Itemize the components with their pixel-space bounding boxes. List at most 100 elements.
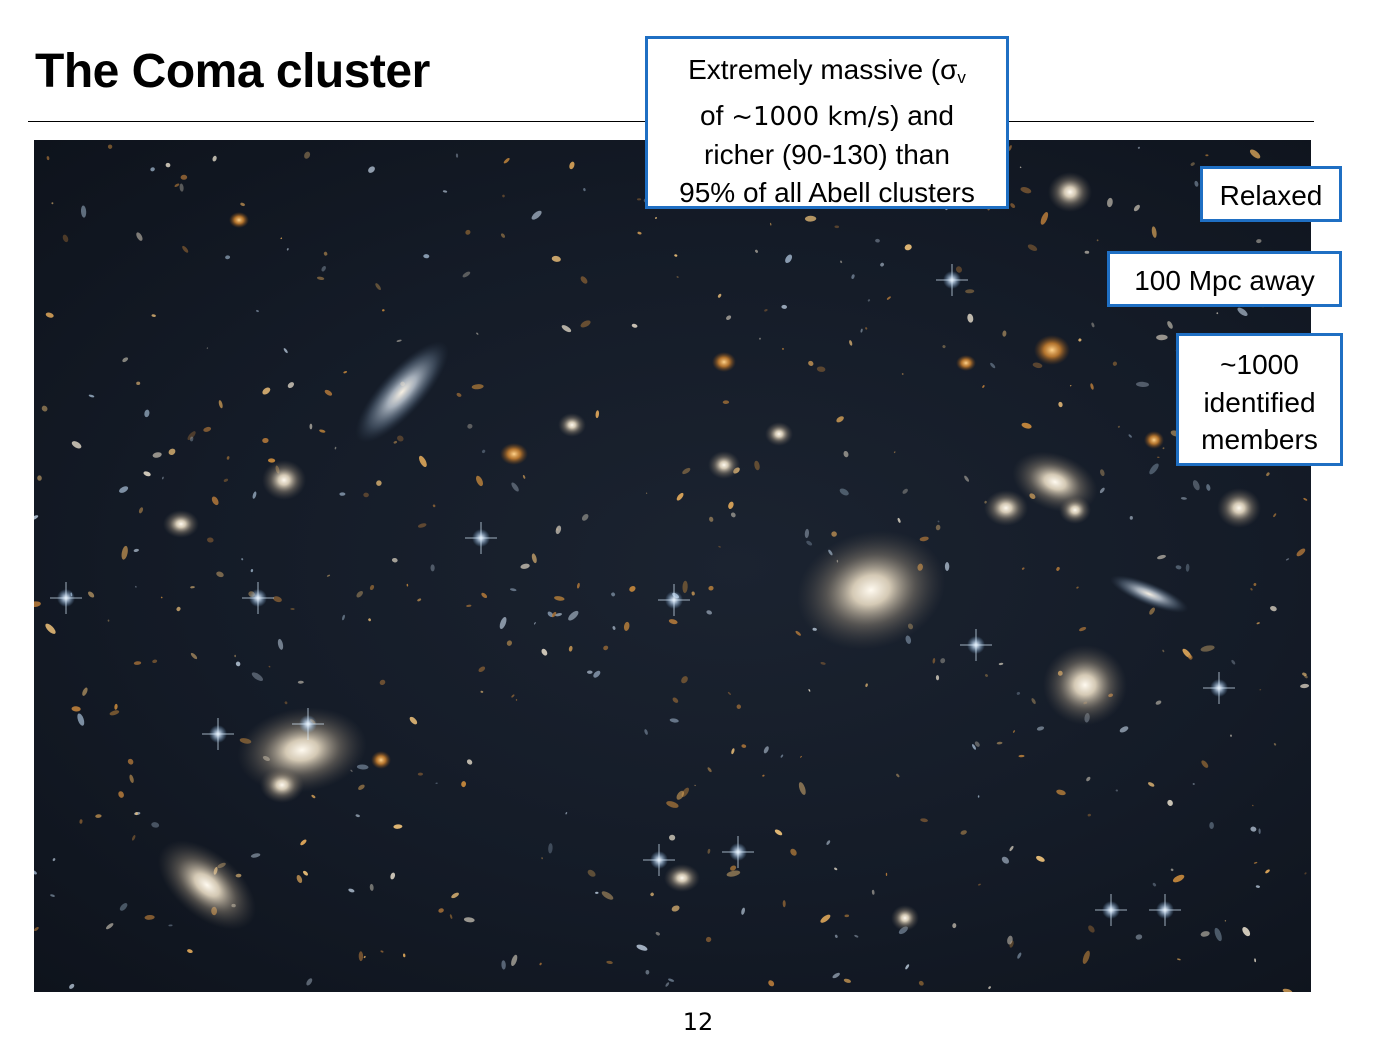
background-galaxy <box>741 907 745 915</box>
background-galaxy <box>225 255 231 260</box>
background-galaxy <box>287 382 295 389</box>
background-galaxy <box>1258 828 1261 834</box>
background-galaxy <box>844 914 850 918</box>
background-galaxy <box>122 357 129 363</box>
background-galaxy <box>1076 586 1079 589</box>
background-galaxy <box>321 265 326 272</box>
background-galaxy <box>1157 554 1166 560</box>
background-galaxy <box>207 537 214 543</box>
foreground-star <box>658 584 690 616</box>
background-galaxy <box>179 183 184 192</box>
background-galaxy <box>1001 856 1010 864</box>
background-galaxy <box>977 795 980 798</box>
background-galaxy <box>187 949 193 954</box>
background-galaxy <box>1012 730 1016 733</box>
background-galaxy <box>334 446 337 450</box>
background-galaxy <box>669 834 676 841</box>
background-galaxy <box>250 569 254 573</box>
background-galaxy <box>1148 782 1155 787</box>
background-galaxy <box>475 475 484 487</box>
background-galaxy <box>1192 480 1200 491</box>
background-galaxy <box>1206 484 1211 491</box>
background-galaxy <box>1250 826 1257 832</box>
background-galaxy <box>631 323 638 328</box>
background-galaxy <box>717 293 722 298</box>
background-galaxy <box>52 858 56 862</box>
background-galaxy <box>356 590 363 598</box>
background-galaxy <box>1237 307 1248 317</box>
background-galaxy <box>286 248 289 251</box>
background-galaxy <box>481 449 486 454</box>
callout-distance: 100 Mpc away <box>1107 251 1342 307</box>
background-galaxy <box>107 144 113 149</box>
background-galaxy <box>681 676 688 684</box>
background-galaxy <box>722 400 730 405</box>
background-galaxy <box>860 328 863 333</box>
background-galaxy <box>1152 882 1157 887</box>
background-galaxy <box>82 687 88 696</box>
background-galaxy <box>655 931 660 936</box>
background-galaxy <box>1020 187 1032 194</box>
background-galaxy <box>1256 239 1262 244</box>
foreground-star <box>960 629 992 661</box>
background-galaxy <box>127 758 134 765</box>
background-galaxy <box>676 790 685 800</box>
background-galaxy <box>168 448 176 456</box>
background-galaxy <box>849 340 853 346</box>
background-galaxy <box>795 630 801 636</box>
background-galaxy <box>476 332 479 335</box>
background-galaxy <box>880 262 884 267</box>
background-galaxy <box>935 524 941 531</box>
background-galaxy <box>754 460 760 471</box>
background-galaxy <box>1252 804 1254 807</box>
foreground-star <box>643 844 675 876</box>
background-galaxy <box>522 474 526 479</box>
callout-members-line3: members <box>1201 424 1318 455</box>
background-galaxy <box>481 592 488 599</box>
background-galaxy <box>1036 855 1045 862</box>
background-galaxy <box>1216 312 1219 315</box>
background-galaxy <box>587 869 596 877</box>
background-galaxy <box>455 153 459 158</box>
background-galaxy <box>1242 927 1251 937</box>
background-galaxy <box>235 661 241 667</box>
background-galaxy <box>456 392 462 397</box>
background-galaxy <box>1096 239 1099 242</box>
background-galaxy <box>216 571 224 578</box>
background-galaxy <box>1040 212 1049 225</box>
background-galaxy <box>831 531 837 537</box>
background-galaxy <box>601 891 614 900</box>
foreground-star <box>292 708 324 740</box>
background-galaxy <box>836 416 844 423</box>
background-galaxy <box>671 905 680 912</box>
background-galaxy <box>397 435 404 442</box>
background-galaxy <box>430 564 435 572</box>
background-galaxy <box>262 437 269 444</box>
background-galaxy <box>769 222 772 226</box>
background-galaxy <box>34 515 39 520</box>
background-galaxy <box>1285 558 1290 561</box>
background-galaxy <box>706 610 713 615</box>
background-galaxy <box>708 585 714 591</box>
background-galaxy <box>990 362 996 369</box>
background-galaxy <box>1136 381 1149 388</box>
background-galaxy <box>1117 425 1120 428</box>
background-galaxy <box>919 536 929 542</box>
background-galaxy <box>940 658 946 664</box>
background-galaxy <box>905 964 910 970</box>
background-galaxy <box>51 202 54 205</box>
background-galaxy <box>45 312 54 318</box>
background-galaxy <box>1027 244 1038 251</box>
background-galaxy <box>396 339 402 342</box>
background-galaxy <box>665 982 670 987</box>
background-galaxy <box>886 296 891 300</box>
background-galaxy <box>402 953 406 958</box>
foreground-star <box>722 836 754 868</box>
background-galaxy <box>511 954 518 967</box>
background-galaxy <box>1129 516 1133 520</box>
background-galaxy <box>348 888 355 893</box>
background-galaxy <box>942 345 946 349</box>
background-galaxy <box>461 781 467 788</box>
background-galaxy <box>135 585 137 588</box>
background-galaxy <box>419 455 427 467</box>
